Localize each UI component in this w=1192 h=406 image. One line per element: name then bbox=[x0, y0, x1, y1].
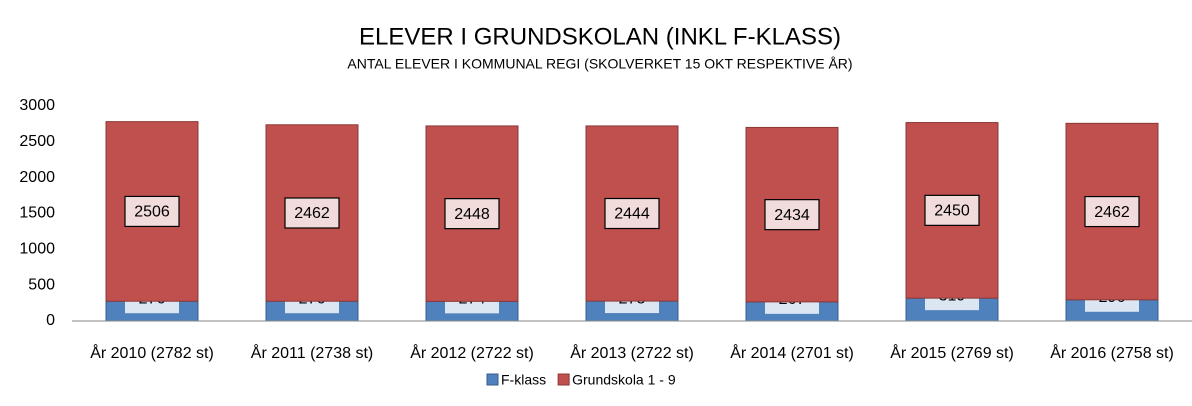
data-label-box bbox=[444, 198, 500, 230]
x-tick-label: År 2010 (2782 st) bbox=[90, 343, 214, 362]
data-label: 2462 bbox=[1094, 204, 1130, 221]
data-label: 2450 bbox=[934, 203, 970, 220]
data-label-box bbox=[1084, 195, 1140, 228]
x-tick-label: År 2013 (2722 st) bbox=[570, 343, 694, 362]
chart-title: ELEVER I GRUNDSKOLAN (INKL F-KLASS) bbox=[359, 23, 841, 50]
x-tick-label: År 2015 (2769 st) bbox=[890, 343, 1014, 362]
data-label-box bbox=[124, 195, 180, 228]
legend-label: F-klass bbox=[501, 372, 546, 388]
legend-swatch bbox=[557, 373, 570, 386]
data-label: 2448 bbox=[454, 206, 490, 223]
y-tick-label: 2000 bbox=[19, 169, 55, 186]
x-tick-label: År 2011 (2738 st) bbox=[251, 343, 373, 362]
data-label-box bbox=[284, 197, 340, 229]
y-tick-label: 0 bbox=[46, 312, 55, 329]
x-tick-label: År 2014 (2701 st) bbox=[730, 343, 854, 362]
data-label-box bbox=[764, 199, 820, 231]
y-tick-label: 500 bbox=[28, 276, 55, 293]
chart-subtitle: ANTAL ELEVER I KOMMUNAL REGI (SKOLVERKET… bbox=[347, 56, 852, 72]
y-tick-label: 3000 bbox=[19, 97, 55, 114]
data-label: 2444 bbox=[614, 206, 650, 223]
legend-swatch bbox=[486, 373, 499, 386]
data-label: 2434 bbox=[774, 207, 810, 224]
data-label-box bbox=[924, 194, 980, 226]
data-label: 2462 bbox=[294, 205, 330, 222]
x-tick-label: År 2012 (2722 st) bbox=[410, 343, 534, 362]
data-label: 2506 bbox=[134, 204, 170, 221]
y-tick-label: 2500 bbox=[19, 133, 55, 150]
data-label-box bbox=[604, 197, 660, 230]
legend-label: Grundskola 1 - 9 bbox=[572, 372, 676, 388]
y-tick-label: 1000 bbox=[19, 241, 55, 258]
x-tick-label: År 2016 (2758 st) bbox=[1050, 343, 1174, 362]
y-tick-label: 1500 bbox=[19, 205, 55, 222]
